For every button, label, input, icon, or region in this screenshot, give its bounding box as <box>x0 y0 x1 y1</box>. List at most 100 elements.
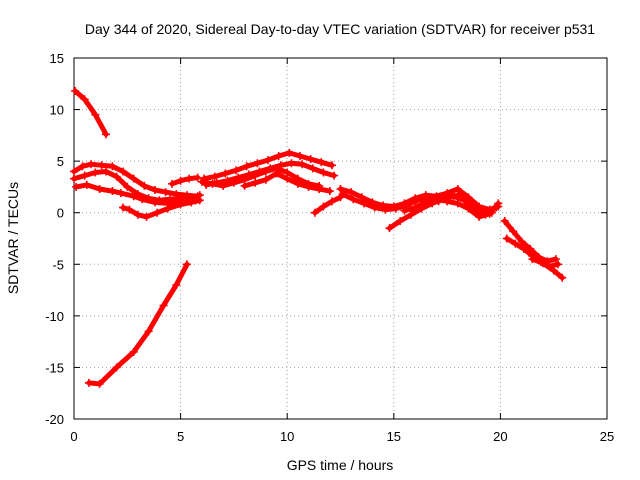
data-point <box>327 197 336 206</box>
data-point <box>549 266 558 275</box>
y-tick-label: -15 <box>45 360 64 375</box>
data-point <box>551 255 560 264</box>
data-point <box>159 301 168 310</box>
data-point <box>185 174 194 183</box>
y-tick-label: -5 <box>52 257 64 272</box>
data-point <box>251 171 260 180</box>
data-point <box>251 178 260 187</box>
series-track-11 <box>240 169 334 196</box>
data-point <box>453 184 462 193</box>
series-track-8 <box>200 148 336 183</box>
data-point <box>413 196 422 205</box>
data-point <box>528 255 537 264</box>
data-point <box>460 196 469 205</box>
data-point <box>306 155 315 164</box>
data-point <box>91 110 100 119</box>
series-trace <box>402 195 501 220</box>
data-point <box>391 204 400 213</box>
data-point <box>87 160 96 169</box>
data-point <box>519 244 528 253</box>
data-point <box>338 190 347 199</box>
data-point <box>261 175 270 184</box>
series-track-19 <box>528 255 567 282</box>
data-point <box>82 180 91 189</box>
y-tick-label: 0 <box>57 206 64 221</box>
series-track-16 <box>400 194 503 221</box>
y-tick-label: 10 <box>50 103 64 118</box>
data-point <box>101 167 110 176</box>
data-point <box>370 203 379 212</box>
data-point <box>70 174 78 183</box>
data-point <box>349 195 358 204</box>
y-tick-label: 15 <box>50 51 64 66</box>
data-point <box>336 184 345 193</box>
data-point <box>116 189 125 198</box>
data-point <box>151 198 160 207</box>
data-point <box>502 234 511 243</box>
data-point <box>310 208 319 217</box>
data-point <box>509 227 518 236</box>
chart-title: Day 344 of 2020, Sidereal Day-to-day VTE… <box>85 21 595 37</box>
data-point <box>385 224 394 233</box>
series-track-12 <box>310 193 345 217</box>
data-point <box>176 176 185 185</box>
x-tick-label: 10 <box>280 429 294 444</box>
y-tick-label: -20 <box>45 412 64 427</box>
series-track-2 <box>84 260 191 388</box>
data-point <box>78 162 87 171</box>
data-point <box>161 188 170 197</box>
data-point <box>432 194 441 203</box>
data-point <box>151 186 160 195</box>
data-point <box>123 182 132 191</box>
data-point <box>133 210 142 219</box>
y-tick-label: 5 <box>57 154 64 169</box>
data-point <box>72 182 81 191</box>
data-point <box>295 151 304 160</box>
data-point <box>142 212 151 221</box>
series-trace <box>169 175 201 187</box>
data-point <box>464 204 473 213</box>
data-point <box>97 161 106 170</box>
data-point <box>112 363 121 372</box>
series-trace <box>529 256 565 281</box>
data-point <box>327 161 336 170</box>
series-track-7 <box>168 173 202 188</box>
x-tick-label: 0 <box>70 429 77 444</box>
data-point <box>500 216 509 225</box>
data-point <box>193 173 202 182</box>
data-point <box>95 184 104 193</box>
data-point <box>272 169 281 178</box>
data-points <box>70 87 567 388</box>
data-point <box>125 205 134 214</box>
series-track-1 <box>71 87 110 139</box>
data-point <box>182 260 191 269</box>
data-point <box>80 171 89 180</box>
data-point <box>261 167 270 176</box>
data-point <box>232 166 241 175</box>
data-point <box>144 327 153 336</box>
x-axis-label: GPS time / hours <box>287 457 394 473</box>
data-point <box>308 164 317 173</box>
x-tick-label: 25 <box>600 429 614 444</box>
data-point <box>95 379 104 388</box>
data-point <box>494 199 503 208</box>
data-point <box>219 181 228 190</box>
data-point <box>195 196 204 205</box>
series-trace <box>72 88 109 137</box>
data-point <box>70 167 78 176</box>
series-trace <box>86 261 190 387</box>
data-point <box>221 169 230 178</box>
data-point <box>453 199 462 208</box>
x-tick-label: 15 <box>387 429 401 444</box>
data-point <box>84 378 93 387</box>
data-point <box>163 204 172 213</box>
data-point <box>112 172 121 181</box>
data-point <box>129 174 138 183</box>
data-point <box>176 200 185 209</box>
data-point <box>91 168 100 177</box>
data-point <box>108 162 117 171</box>
data-point <box>264 156 273 165</box>
data-point <box>283 174 292 183</box>
data-point <box>319 168 328 177</box>
